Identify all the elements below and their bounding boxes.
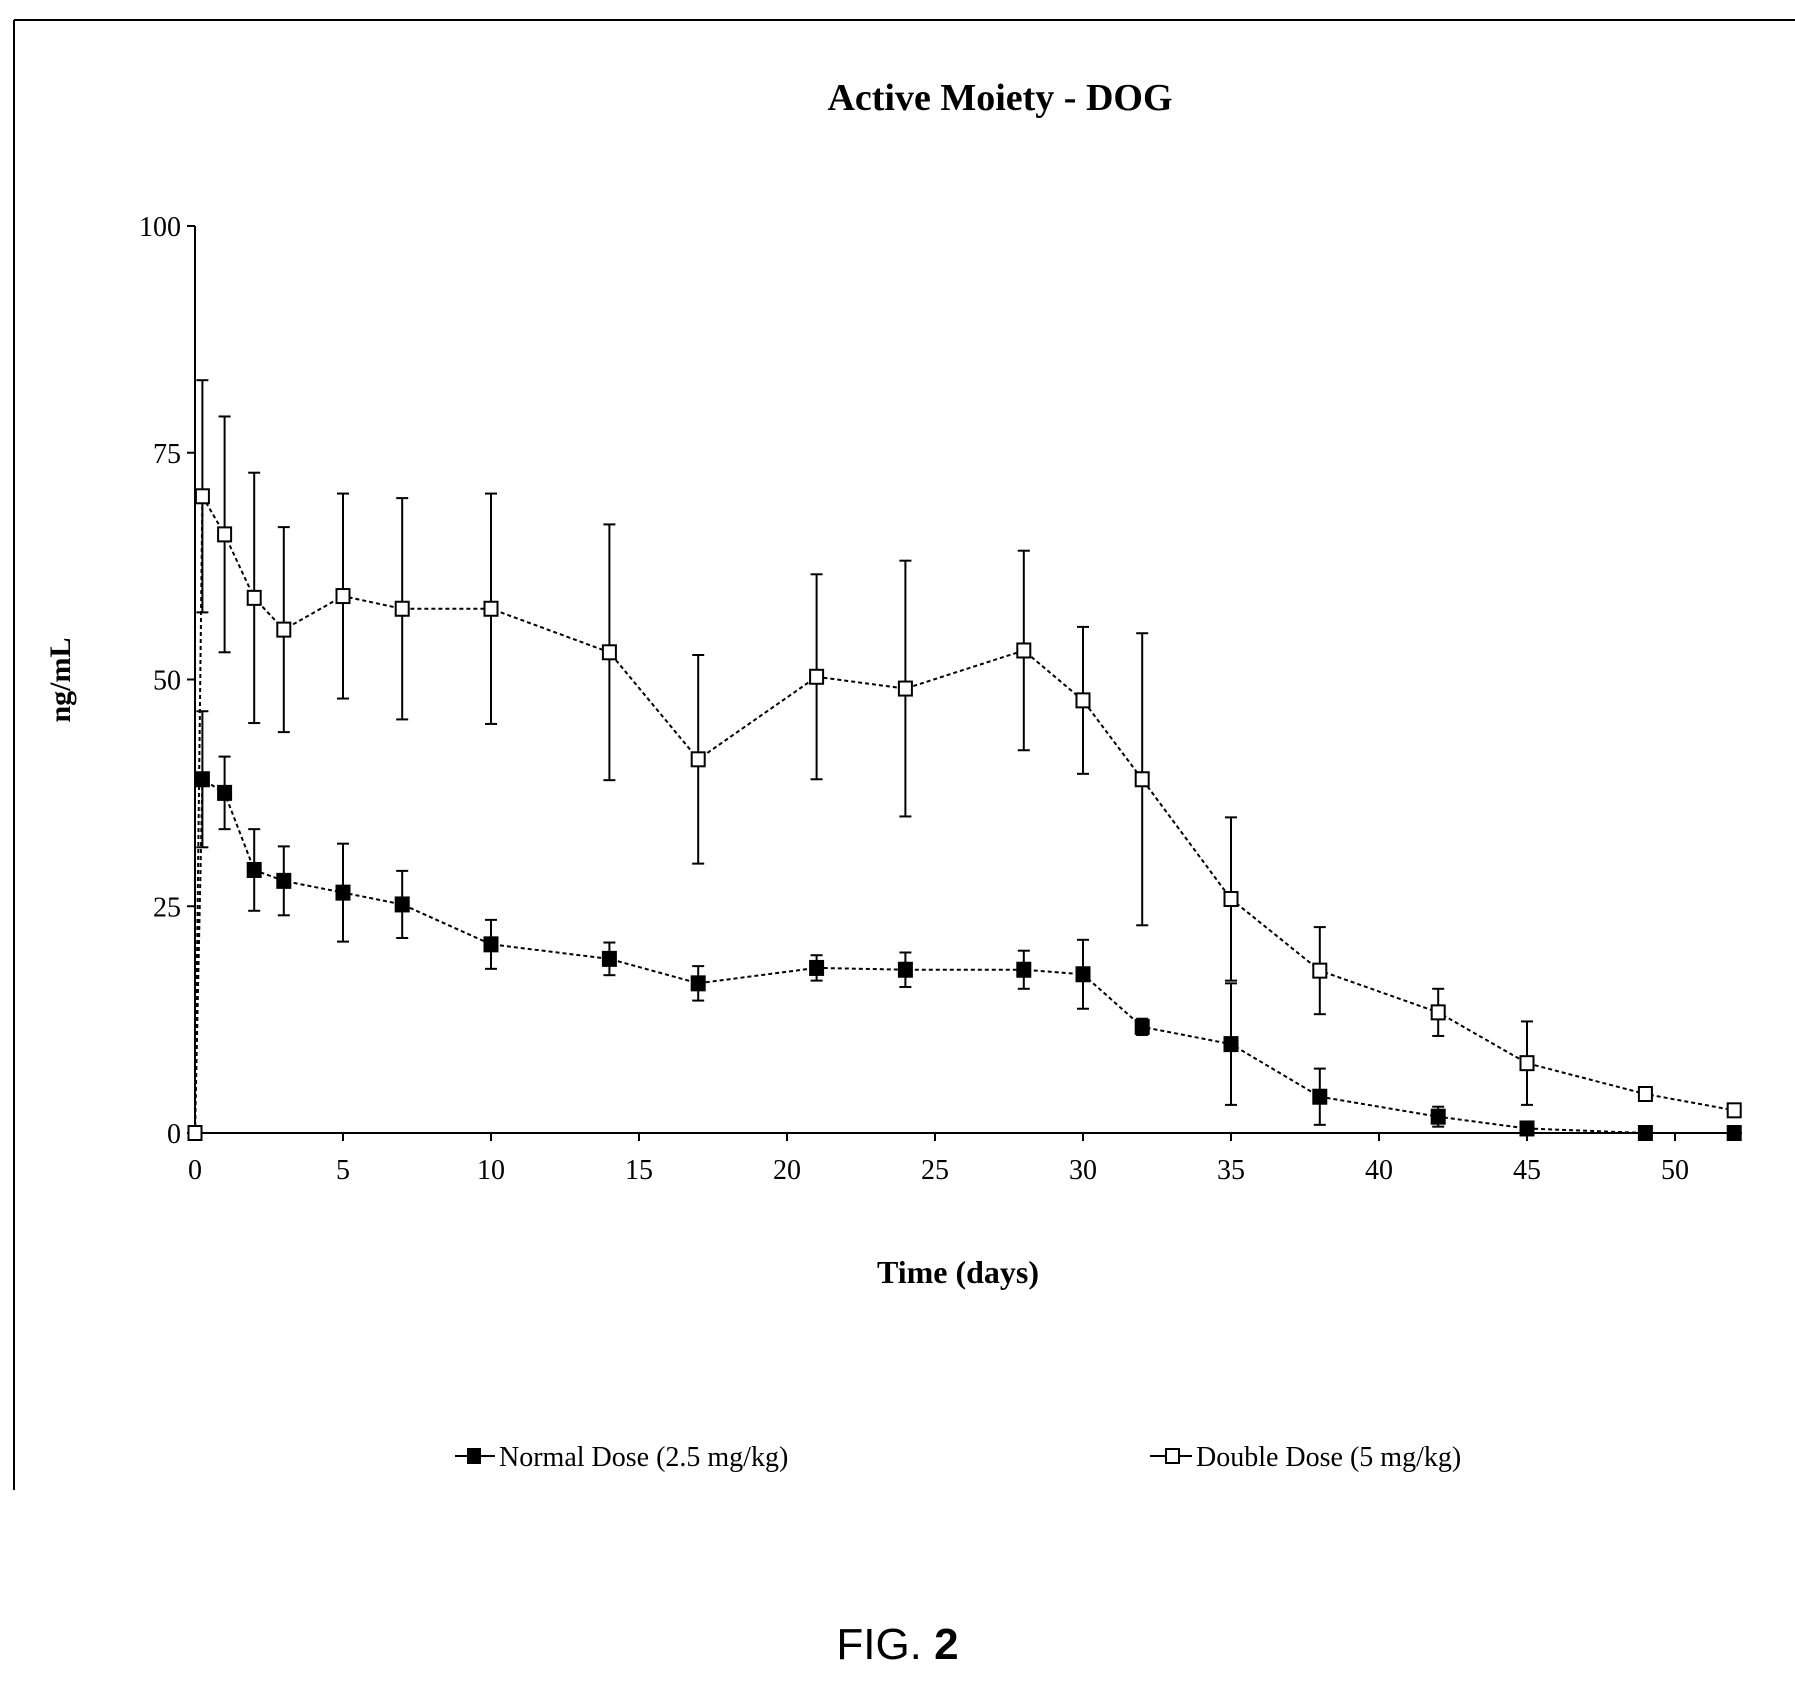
x-tick-label: 50 <box>1661 1155 1689 1186</box>
legend-label-normal-dose: Normal Dose (2.5 mg/kg) <box>499 1442 788 1473</box>
axes <box>194 226 1742 1134</box>
y-ticks: 0 25 50 75 100 <box>139 212 195 1150</box>
series-line <box>194 492 1735 1134</box>
data-point-filled <box>690 975 706 992</box>
data-point-open <box>1430 1004 1446 1021</box>
data-point-open <box>276 621 292 638</box>
chart-title: Active Moiety - DOG <box>827 77 1172 119</box>
series-layer <box>187 379 1742 1141</box>
data-point-filled <box>809 959 825 976</box>
data-point-filled <box>1430 1108 1446 1125</box>
figure-caption-number: 2 <box>934 1620 959 1669</box>
data-point-open <box>1075 692 1091 709</box>
x-tick-label: 30 <box>1069 1155 1097 1186</box>
x-tick-label: 10 <box>477 1155 505 1186</box>
data-point-open <box>217 526 233 543</box>
data-point-open <box>194 488 210 505</box>
data-point-filled <box>1726 1125 1742 1141</box>
series-double-dose <box>187 379 1742 1141</box>
data-point-filled <box>1223 1036 1239 1053</box>
x-tick-label: 40 <box>1365 1155 1393 1186</box>
data-point-open <box>809 668 825 685</box>
figure-caption: FIG. 2 <box>0 1620 1795 1670</box>
legend-item-normal-dose: Normal Dose (2.5 mg/kg) <box>455 1442 788 1473</box>
data-point-open <box>335 588 351 605</box>
series-normal-dose <box>187 710 1742 1141</box>
data-point-filled <box>246 861 262 878</box>
data-point-filled <box>394 896 410 913</box>
data-point-filled <box>1519 1120 1535 1137</box>
y-tick-label: 0 <box>167 1119 181 1150</box>
data-point-filled <box>276 872 292 889</box>
x-tick-label: 25 <box>921 1155 949 1186</box>
data-point-open <box>483 600 499 617</box>
x-tick-label: 20 <box>773 1155 801 1186</box>
data-point-filled <box>1312 1088 1328 1105</box>
data-point-open <box>246 589 262 606</box>
data-point-filled <box>335 884 351 901</box>
legend: Normal Dose (2.5 mg/kg) Double Dose (5 m… <box>455 1442 1461 1473</box>
x-ticks: 0 5 10 15 20 25 30 35 40 45 50 <box>188 1133 1689 1186</box>
x-tick-label: 0 <box>188 1155 202 1186</box>
legend-item-double-dose: Double Dose (5 mg/kg) <box>1150 1442 1461 1473</box>
x-tick-label: 5 <box>336 1155 350 1186</box>
data-point-filled <box>601 950 617 967</box>
legend-label-double-dose: Double Dose (5 mg/kg) <box>1196 1442 1461 1473</box>
x-tick-label: 45 <box>1513 1155 1541 1186</box>
data-point-open <box>1016 642 1032 659</box>
y-tick-label: 25 <box>153 892 181 923</box>
data-point-open <box>1134 771 1150 788</box>
data-point-open <box>1637 1085 1653 1102</box>
data-point-open <box>601 644 617 661</box>
data-point-filled <box>194 771 210 788</box>
y-tick-label: 50 <box>153 666 181 697</box>
data-point-open <box>1519 1055 1535 1072</box>
data-point-open <box>897 680 913 697</box>
data-point-open <box>1726 1102 1742 1119</box>
y-axis-label: ng/mL <box>44 637 77 722</box>
data-point-filled <box>483 936 499 953</box>
legend-marker-filled-square <box>467 1448 481 1464</box>
data-point-filled <box>897 961 913 978</box>
y-tick-label: 75 <box>153 439 181 470</box>
figure-caption-prefix: FIG. <box>836 1620 922 1669</box>
data-point-open <box>690 751 706 768</box>
data-point-open <box>1223 890 1239 907</box>
data-point-filled <box>1637 1125 1653 1141</box>
data-point-open <box>1312 962 1328 979</box>
data-point-filled <box>1134 1018 1150 1035</box>
x-axis-label: Time (days) <box>877 1254 1039 1290</box>
data-point-filled <box>1075 966 1091 983</box>
data-point-open <box>394 600 410 617</box>
y-tick-label: 100 <box>139 212 181 243</box>
data-point-filled <box>217 784 233 801</box>
series-line <box>194 777 1735 1134</box>
x-tick-label: 15 <box>625 1155 653 1186</box>
x-tick-label: 35 <box>1217 1155 1245 1186</box>
data-point-filled <box>1016 961 1032 978</box>
legend-marker-open-square <box>1165 1448 1180 1464</box>
data-point-open <box>187 1125 203 1141</box>
